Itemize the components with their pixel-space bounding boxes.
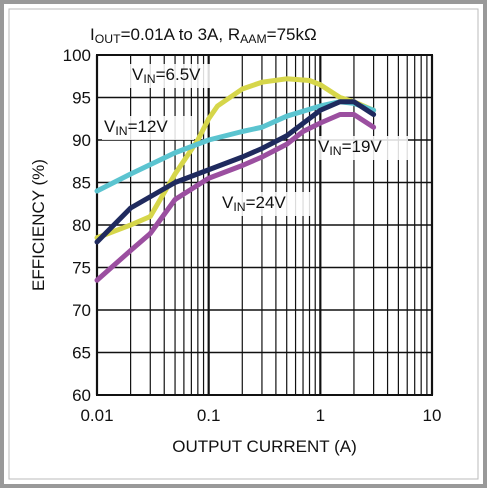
y-tick-label: 70 [72, 301, 91, 320]
line [94, 99, 377, 245]
x-tick-label: 0.01 [80, 406, 113, 425]
subscript: IN [115, 124, 127, 138]
text-run: =19V [342, 137, 383, 156]
y-tick-label: 95 [72, 89, 91, 108]
y-tick-label: 100 [63, 46, 91, 65]
text-run: =6.5V [156, 65, 202, 84]
text-run: =12V [128, 117, 169, 136]
line [94, 112, 377, 283]
inner-frame [8, 8, 479, 480]
y-tick-label: 60 [72, 386, 91, 405]
label-bg [220, 192, 312, 216]
label-bg [102, 116, 194, 140]
series-label: VIN=19V [318, 137, 382, 158]
x-tick-label: 0.1 [197, 406, 221, 425]
text-run: V [318, 137, 330, 156]
text-run: V [104, 117, 116, 136]
x-tick-label: 1 [316, 406, 325, 425]
x-tick-label: 10 [423, 406, 442, 425]
line [94, 76, 377, 241]
subscript: OUT [95, 32, 121, 46]
y-tick-label: 90 [72, 131, 91, 150]
subscript: IN [143, 72, 155, 86]
plot-border [96, 54, 433, 396]
series-label: VIN=12V [104, 117, 168, 138]
subscript: AAM [240, 32, 267, 46]
text-run: =75kΩ [267, 25, 317, 44]
y-tick-label: 75 [72, 259, 91, 278]
subscript: IN [329, 144, 341, 158]
text-run: =24V [246, 193, 287, 212]
text-run: I [90, 25, 95, 44]
label-bg [316, 136, 408, 160]
series-label: VIN=6.5V [132, 65, 201, 86]
label-bg [130, 64, 222, 88]
y-tick-label: 80 [72, 216, 91, 235]
series-label: VIN=24V [222, 193, 286, 214]
text-run: =0.01A to 3A, R [121, 25, 241, 44]
x-axis-title: OUTPUT CURRENT (A) [172, 437, 357, 456]
y-tick-label: 65 [72, 344, 91, 363]
y-tick-label: 85 [72, 174, 91, 193]
subscript: IN [233, 200, 245, 214]
y-axis-title: EFFICIENCY (%) [29, 159, 48, 291]
chart-title: IOUT=0.01A to 3A, RAAM=75kΩ [90, 25, 317, 46]
text-run: V [222, 193, 234, 212]
text-run: V [132, 65, 144, 84]
